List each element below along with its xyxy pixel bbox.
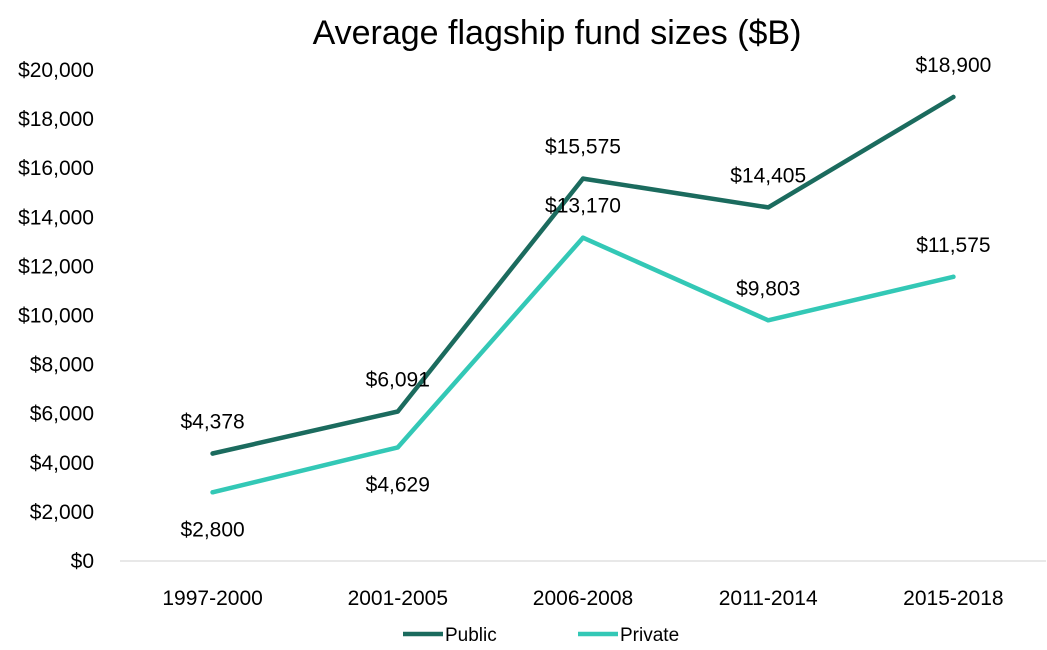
x-tick-label: 2001-2005 [348,587,448,610]
x-tick-label: 2006-2008 [533,587,633,610]
x-tick-label: 1997-2000 [162,587,262,610]
chart-title: Average flagship fund sizes ($B) [313,14,802,52]
x-tick-label: 2011-2014 [719,587,818,610]
y-tick-label: $20,000 [18,59,94,82]
y-tick-label: $4,000 [30,452,94,475]
y-tick-label: $10,000 [18,305,94,328]
data-point-private [951,274,956,280]
y-tick-label: $8,000 [30,354,94,377]
data-label-private: $13,170 [545,195,621,218]
data-label-private: $4,629 [366,473,430,496]
data-label-public: $18,900 [915,54,991,77]
data-point-private [580,235,586,240]
y-tick-label: $2,000 [30,501,94,524]
legend-label-private: Private [620,625,679,646]
series-line-private [210,235,956,495]
data-label-private: $2,800 [180,518,244,541]
data-point-public [210,451,215,456]
series-layer [210,94,956,495]
y-tick-label: $6,000 [30,403,94,426]
data-label-private: $9,803 [736,277,800,300]
y-axis: $0 $2,000 $4,000 $6,000 $8,000 $10,000 $12,000… [18,59,94,573]
data-point-private [210,490,215,495]
data-point-public [395,409,400,414]
legend: Public Private [403,625,679,646]
data-label-public: $6,091 [366,368,430,391]
y-tick-label: $18,000 [18,108,94,131]
x-tick-label: 2015-2018 [903,587,1003,610]
data-label-public: $15,575 [545,136,621,159]
data-point-public [580,176,586,181]
data-point-private [766,318,771,323]
data-label-public: $14,405 [730,164,806,187]
y-tick-label: $0 [71,550,94,573]
data-point-public [951,94,956,100]
x-axis: 1997-2000 2001-2005 2006-2008 2011-2014 2015… [162,587,1003,610]
y-tick-label: $12,000 [18,255,94,278]
data-point-private [395,445,400,450]
legend-label-public: Public [445,625,497,646]
data-point-public [766,205,771,210]
data-label-private: $11,575 [916,234,990,257]
y-tick-label: $14,000 [18,206,94,229]
y-tick-label: $16,000 [18,157,94,180]
data-labels: $4,378 $6,091 $15,575 $14,405 $18,900 $2,800 $… [180,54,991,541]
data-label-public: $4,378 [180,411,244,434]
